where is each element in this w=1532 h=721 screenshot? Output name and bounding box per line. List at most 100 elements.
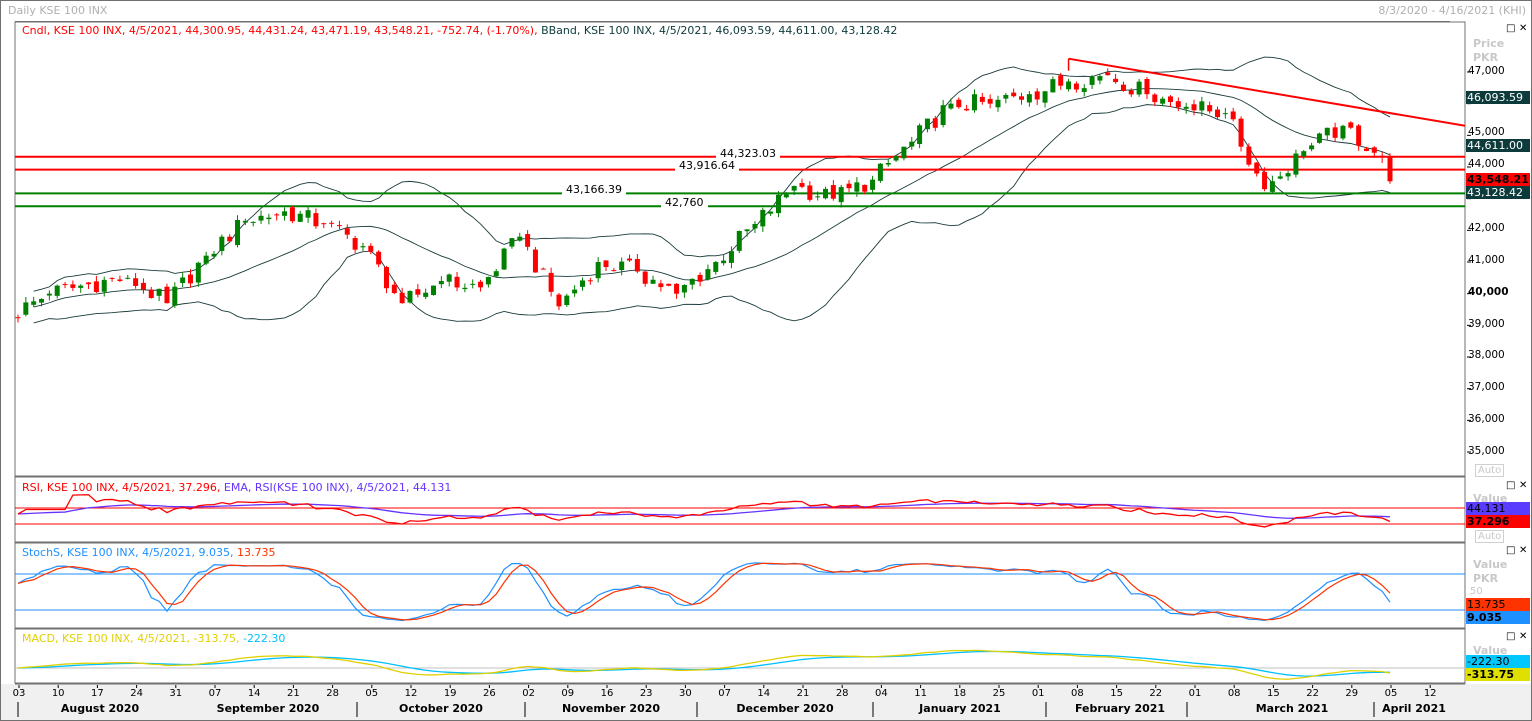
candle-body	[187, 274, 193, 284]
candle-body	[744, 229, 750, 232]
candle-body	[979, 96, 985, 102]
candle-body	[587, 280, 593, 282]
candle-body	[211, 253, 217, 257]
candle-body	[305, 210, 311, 218]
candle-body	[1301, 151, 1307, 157]
rsi-close-icon[interactable]: ✕	[1519, 480, 1528, 491]
candle-body	[1371, 147, 1377, 153]
macd-signal-line	[17, 650, 1391, 677]
candle-body	[1215, 109, 1221, 118]
candle-body	[313, 213, 319, 227]
candle-body	[642, 271, 648, 284]
close-price-tag: 43,548.21	[1466, 173, 1530, 186]
date-tick-label: 05	[365, 688, 379, 699]
stoch-axis-title: Value	[1473, 558, 1508, 571]
candle-body	[1152, 94, 1158, 103]
candle-body	[195, 262, 201, 283]
price-tick-label: 45,000	[1468, 126, 1505, 138]
candle-body	[595, 262, 601, 279]
candle-body	[838, 187, 844, 203]
candle-body	[1332, 127, 1338, 138]
bband-legend: BBand, KSE 100 INX, 4/5/2021, 46,093.59,…	[541, 24, 898, 37]
date-tick-label: 17	[91, 688, 104, 699]
candle-body	[619, 261, 625, 271]
date-tick-label: 18	[953, 688, 967, 699]
candle-body	[117, 279, 123, 281]
candle-body	[1050, 79, 1056, 93]
candle-body	[1167, 96, 1173, 103]
candle-body	[862, 184, 868, 192]
rsi-tag: 37.296	[1466, 515, 1530, 528]
candle-body	[556, 294, 562, 307]
candle-body	[689, 278, 695, 285]
bb-upper-tag: 46,093.59	[1466, 91, 1530, 104]
date-tick-label: 28	[835, 688, 849, 699]
candle-body	[86, 282, 92, 285]
rsi-maximize-icon[interactable]: □	[1506, 480, 1516, 491]
candle-body	[235, 219, 241, 246]
price-axis-title: Price	[1473, 37, 1505, 50]
candle-body	[250, 221, 256, 223]
candle-body	[282, 211, 288, 216]
candle-body	[321, 223, 327, 225]
rsi-ema-tag: 44.131	[1466, 502, 1530, 515]
candle-body	[62, 284, 68, 286]
date-tick-label: 31	[169, 688, 183, 699]
candle-body	[681, 285, 687, 293]
date-tick-label: 15	[1110, 688, 1123, 699]
maximize-icon[interactable]: □	[1506, 23, 1516, 34]
candle-body	[1003, 94, 1009, 99]
date-tick-label: 05	[1384, 688, 1398, 699]
candle-body	[1066, 81, 1072, 90]
candle-body	[431, 285, 437, 296]
candle-body	[1089, 76, 1095, 85]
candle-body	[940, 105, 946, 126]
close-icon[interactable]: ✕	[1519, 23, 1528, 34]
rsi-auto-button[interactable]: Auto	[1475, 530, 1505, 543]
candle-body	[180, 277, 186, 284]
candle-body	[1136, 81, 1142, 95]
macd-line	[17, 649, 1391, 680]
date-tick-label: 14	[757, 688, 771, 699]
macd-close-icon[interactable]: ✕	[1519, 631, 1528, 642]
price-axis-unit: PKR	[1473, 51, 1499, 64]
candle-body	[870, 179, 876, 190]
price-plot	[15, 56, 1465, 324]
candle-body	[846, 183, 852, 189]
candle-body	[1011, 92, 1017, 97]
candle-body	[1230, 111, 1236, 120]
stoch-axis-unit: PKR	[1473, 572, 1499, 585]
candle-body	[1183, 106, 1189, 109]
date-range: 8/3/2020 - 4/16/2021 (KHI)	[1378, 4, 1526, 17]
date-tick-label: 11	[914, 688, 927, 699]
candle-body	[713, 262, 719, 272]
month-label: December 2020	[736, 702, 834, 715]
auto-scale-button[interactable]: Auto	[1475, 464, 1505, 477]
price-tick-label: 36,000	[1468, 413, 1505, 425]
candle-body	[783, 194, 789, 198]
candle-body	[54, 285, 60, 296]
candle-body	[948, 103, 954, 109]
candle-body	[438, 281, 444, 285]
date-tick-label: 21	[287, 688, 300, 699]
month-label: August 2020	[60, 702, 140, 715]
rsi-axis-title: Value	[1473, 492, 1508, 505]
macd-maximize-icon[interactable]: □	[1506, 631, 1516, 642]
stoch-maximize-icon[interactable]: □	[1506, 545, 1516, 556]
candle-body	[1340, 125, 1346, 139]
candle-body	[634, 259, 640, 272]
candle-body	[78, 285, 84, 288]
stoch-close-icon[interactable]: ✕	[1519, 545, 1528, 556]
candle-body	[971, 94, 977, 111]
candle-body	[815, 196, 821, 198]
month-label: March 2021	[1255, 702, 1329, 715]
candle-body	[1034, 91, 1040, 100]
date-tick-label: 01	[1031, 688, 1045, 699]
date-tick-label: 16	[600, 688, 614, 699]
level-label-44323: 44,323.03	[716, 148, 780, 160]
date-tick-label: 07	[208, 688, 222, 699]
candle-body	[39, 298, 45, 303]
candle-body	[1316, 133, 1322, 143]
candle-body	[956, 99, 962, 108]
level-label-43166: 43,166.39	[562, 184, 626, 196]
